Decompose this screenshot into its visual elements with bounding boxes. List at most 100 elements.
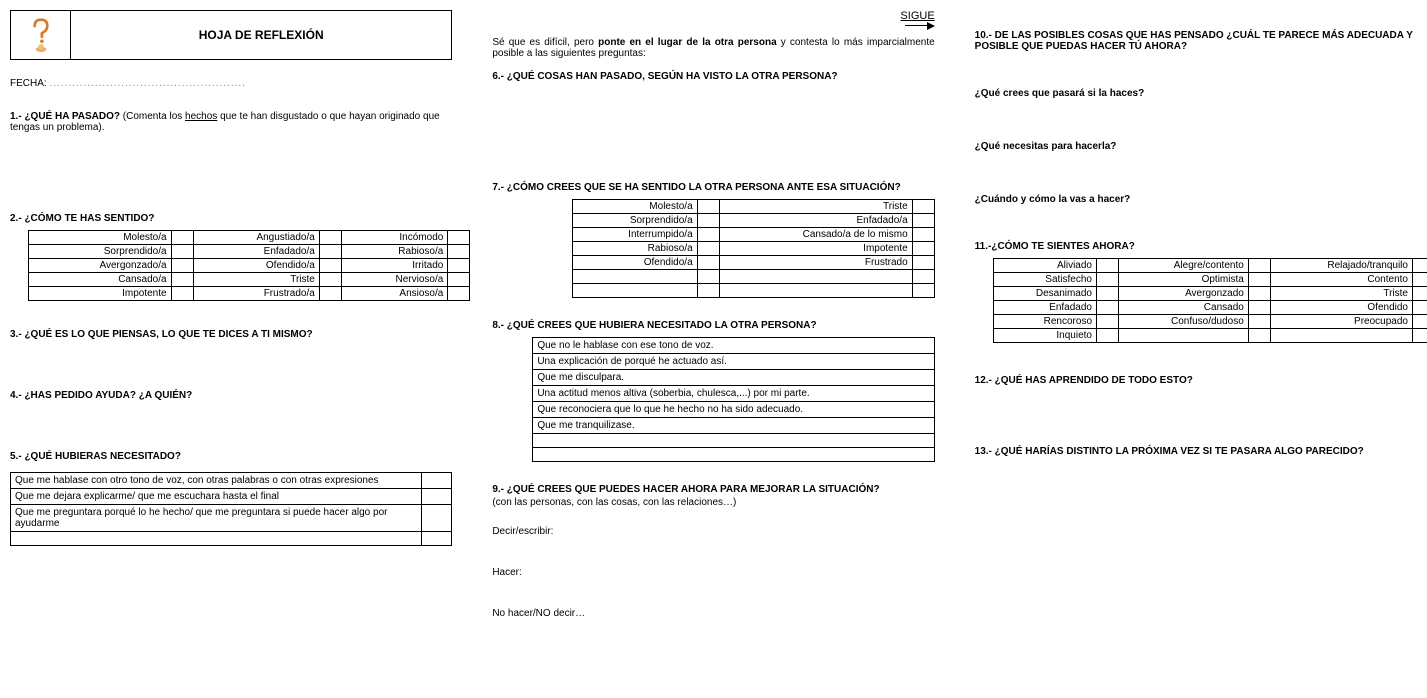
cell-label: Impotente (29, 287, 172, 301)
cell-empty[interactable] (1248, 259, 1270, 273)
cell-empty[interactable] (1097, 301, 1119, 315)
header-box: HOJA DE REFLEXIÓN (10, 10, 452, 60)
q1-num: 1.- (10, 111, 22, 122)
cell-empty[interactable] (319, 287, 341, 301)
list-item (533, 448, 934, 462)
cell-label: Rabioso/a (573, 242, 697, 256)
cell-empty[interactable] (697, 200, 719, 214)
header-icon-cell (11, 11, 71, 59)
cell-empty[interactable] (1097, 287, 1119, 301)
cell-empty[interactable] (319, 245, 341, 259)
cell-label: Rabioso/a (341, 245, 447, 259)
cell-empty[interactable] (319, 273, 341, 287)
cell-empty[interactable] (697, 284, 719, 298)
cell-empty[interactable] (171, 273, 193, 287)
cell-empty[interactable] (1097, 273, 1119, 287)
q4: 4.- ¿HAS PEDIDO AYUDA? ¿A QUIÉN? (10, 390, 452, 401)
cell-empty[interactable] (1412, 301, 1427, 315)
q8-title: 8.- ¿QUÉ CREES QUE HUBIERA NECESITADO LA… (492, 320, 934, 331)
q9-c: No hacer/NO decir… (492, 608, 934, 619)
q2-title: 2.- ¿CÓMO TE HAS SENTIDO? (10, 213, 452, 224)
sigue-wrap: SIGUE (492, 10, 934, 33)
cell-label (1119, 329, 1249, 343)
cell-empty[interactable] (912, 270, 934, 284)
cell-label: Frustrado (719, 256, 912, 270)
cell-empty[interactable] (912, 284, 934, 298)
q10-a: ¿Qué crees que pasará si la haces? (975, 88, 1417, 99)
cell-label: Angustiado/a (193, 231, 319, 245)
cell-label: Avergonzado (1119, 287, 1249, 301)
list-item: Que reconociera que lo que he hecho no h… (533, 402, 934, 418)
arrow-right-icon (905, 22, 935, 30)
cell-empty[interactable] (319, 231, 341, 245)
page-title: HOJA DE REFLEXIÓN (71, 11, 451, 59)
q6: 6.- ¿QUÉ COSAS HAN PASADO, SEGÚN HA VIST… (492, 71, 934, 82)
q13: 13.- ¿QUÉ HARÍAS DISTINTO LA PRÓXIMA VEZ… (975, 446, 1417, 457)
cell-empty[interactable] (1248, 315, 1270, 329)
cell-empty[interactable] (1248, 273, 1270, 287)
cell-empty[interactable] (697, 270, 719, 284)
cell-empty[interactable] (171, 287, 193, 301)
cell-empty[interactable] (697, 214, 719, 228)
cell-label: Ansioso/a (341, 287, 447, 301)
cell-empty[interactable] (912, 200, 934, 214)
cell-empty[interactable] (912, 256, 934, 270)
cell-empty[interactable] (912, 242, 934, 256)
cell-label: Triste (1270, 287, 1412, 301)
list-empty[interactable] (422, 489, 452, 505)
cell-empty[interactable] (1248, 329, 1270, 343)
list-empty[interactable] (422, 473, 452, 489)
cell-label: Enfadado/a (719, 214, 912, 228)
cell-label: Contento (1270, 273, 1412, 287)
cell-empty[interactable] (1412, 273, 1427, 287)
q9-title: 9.- ¿QUÉ CREES QUE PUEDES HACER AHORA PA… (492, 484, 934, 495)
list-empty[interactable] (422, 532, 452, 546)
cell-empty[interactable] (1097, 259, 1119, 273)
q10-b: ¿Qué necesitas para hacerla? (975, 141, 1417, 152)
q8: 8.- ¿QUÉ CREES QUE HUBIERA NECESITADO LA… (492, 320, 934, 462)
cell-empty[interactable] (697, 242, 719, 256)
list-item: Que me hablase con otro tono de voz, con… (11, 473, 422, 489)
cell-empty[interactable] (912, 228, 934, 242)
cell-label: Aliviado (993, 259, 1096, 273)
cell-empty[interactable] (448, 287, 470, 301)
sigue-text: SIGUE (900, 10, 934, 22)
cell-empty[interactable] (1097, 315, 1119, 329)
cell-empty[interactable] (171, 231, 193, 245)
cell-label: Ofendido/a (573, 256, 697, 270)
q10-c: ¿Cuándo y cómo la vas a hacer? (975, 194, 1417, 205)
cell-empty[interactable] (1412, 259, 1427, 273)
cell-empty[interactable] (1412, 287, 1427, 301)
cell-empty[interactable] (319, 259, 341, 273)
list-empty[interactable] (422, 505, 452, 532)
cell-label: Inquieto (993, 329, 1096, 343)
cell-empty[interactable] (1412, 329, 1427, 343)
cell-label: Relajado/tranquilo (1270, 259, 1412, 273)
cell-empty[interactable] (912, 214, 934, 228)
intro-text: Sé que es difícil, pero ponte en el luga… (492, 37, 934, 59)
q2: 2.- ¿CÓMO TE HAS SENTIDO? Molesto/aAngus… (10, 213, 452, 301)
q1-note-ul: hechos (185, 111, 217, 122)
column-1: HOJA DE REFLEXIÓN FECHA: ...............… (10, 10, 452, 641)
cell-empty[interactable] (1412, 315, 1427, 329)
cell-empty[interactable] (1248, 301, 1270, 315)
cell-empty[interactable] (448, 245, 470, 259)
column-2: SIGUE Sé que es difícil, pero ponte en e… (492, 10, 934, 641)
cell-empty[interactable] (448, 273, 470, 287)
q11-title: 11.-¿CÓMO TE SIENTES AHORA? (975, 241, 1417, 252)
q1-text: ¿QUÉ HA PASADO? (24, 111, 120, 122)
cell-empty[interactable] (1097, 329, 1119, 343)
list-item: Una explicación de porqué he actuado así… (533, 354, 934, 370)
q12-title: 12.- ¿QUÉ HAS APRENDIDO DE TODO ESTO? (975, 375, 1417, 386)
cell-empty[interactable] (171, 245, 193, 259)
q7: 7.- ¿CÓMO CREES QUE SE HA SENTIDO LA OTR… (492, 182, 934, 298)
cell-empty[interactable] (448, 259, 470, 273)
cell-label: Sorprendido/a (29, 245, 172, 259)
list-item (11, 532, 422, 546)
cell-empty[interactable] (448, 231, 470, 245)
cell-empty[interactable] (697, 228, 719, 242)
cell-empty[interactable] (171, 259, 193, 273)
cell-empty[interactable] (1248, 287, 1270, 301)
cell-empty[interactable] (697, 256, 719, 270)
date-dots: ........................................… (49, 78, 245, 89)
